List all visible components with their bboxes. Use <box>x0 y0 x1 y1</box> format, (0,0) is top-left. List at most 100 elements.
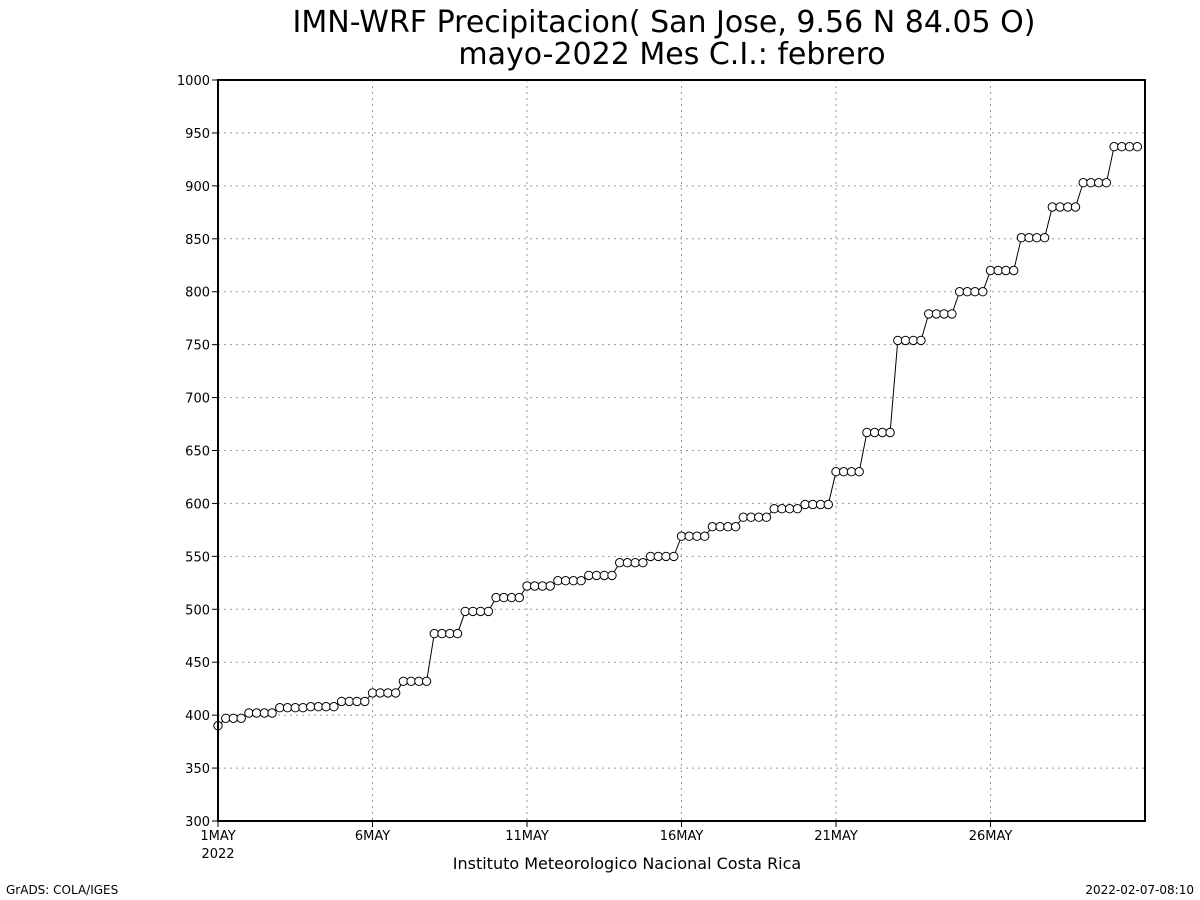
data-point <box>877 427 888 438</box>
data-point <box>645 551 656 562</box>
data-point <box>615 558 625 568</box>
data-point <box>321 702 331 712</box>
y-tick-label: 800 <box>185 286 210 301</box>
data-point <box>421 676 432 686</box>
data-point <box>669 551 679 562</box>
data-point <box>769 504 779 514</box>
y-tick-label: 400 <box>185 709 210 724</box>
data-point <box>1009 265 1019 276</box>
data-point <box>846 467 857 477</box>
data-point <box>290 703 300 713</box>
data-point <box>792 504 803 514</box>
data-point <box>839 467 849 477</box>
data-point <box>607 570 617 581</box>
data-point <box>367 688 378 698</box>
data-point <box>916 335 926 346</box>
data-point <box>993 265 1003 276</box>
data-point <box>723 522 733 532</box>
chart-subtitle: mayo-2022 Mes C.I.: febrero <box>458 37 885 72</box>
data-point <box>700 531 710 541</box>
data-point <box>259 708 270 718</box>
data-point <box>445 628 455 639</box>
data-point <box>522 581 532 591</box>
x-tick-label: 1MAY <box>200 829 235 844</box>
data-point <box>414 676 424 686</box>
data-point <box>251 708 262 718</box>
data-point <box>344 696 354 707</box>
credit-label: Instituto Meteorologico Nacional Costa R… <box>453 854 801 873</box>
y-tick-label: 900 <box>185 180 210 195</box>
y-tick-label: 500 <box>185 603 210 618</box>
x-tick-label: 16MAY <box>660 829 704 844</box>
data-point <box>545 581 555 591</box>
data-point <box>754 512 764 522</box>
data-point <box>267 708 277 718</box>
data-point <box>329 702 339 712</box>
data-point <box>298 703 308 713</box>
data-point <box>630 558 640 568</box>
data-point <box>591 570 602 581</box>
data-point <box>777 504 787 514</box>
data-point <box>530 581 540 591</box>
data-point <box>468 606 478 617</box>
y-tick-label: 350 <box>185 762 210 777</box>
data-point <box>1124 142 1135 152</box>
data-point <box>236 713 246 723</box>
x-axis: 1MAY 6MAY 11MAY 16MAY 21MAY 26MAY <box>200 821 1012 844</box>
data-point <box>228 713 239 723</box>
data-point <box>1001 265 1011 276</box>
data-point <box>506 592 517 603</box>
data-point <box>460 606 470 617</box>
chart-title: IMN-WRF Precipitacion( San Jose, 9.56 N … <box>293 5 1036 40</box>
data-point <box>692 531 702 541</box>
data-point <box>715 522 725 532</box>
y-tick-label: 700 <box>185 392 210 407</box>
data-point <box>406 676 416 686</box>
data-point <box>962 287 972 297</box>
data-point <box>784 504 795 514</box>
footer-right: 2022-02-07-08:10 <box>1085 883 1194 897</box>
data-point <box>900 335 911 346</box>
data-point <box>893 335 903 346</box>
data-point <box>352 696 362 707</box>
data-point <box>831 467 841 477</box>
x-tick-label: 21MAY <box>814 829 858 844</box>
data-point <box>568 576 579 586</box>
data-point <box>622 558 633 568</box>
y-tick-label: 850 <box>185 233 210 248</box>
data-point <box>1016 233 1027 243</box>
x-tick-label: 6MAY <box>355 829 390 844</box>
data-point <box>244 708 254 718</box>
data-point <box>1101 178 1112 188</box>
data-point <box>1047 202 1058 212</box>
data-point <box>730 522 741 532</box>
data-point <box>985 265 996 276</box>
y-tick-label: 1000 <box>177 74 210 89</box>
series-line <box>217 146 1138 727</box>
data-point <box>599 570 609 581</box>
data-point <box>221 713 231 723</box>
data-point <box>1032 233 1042 243</box>
data-point <box>360 696 370 707</box>
data-point <box>954 287 965 297</box>
grid-lines <box>218 80 1145 821</box>
y-tick-label: 450 <box>185 656 210 671</box>
data-point <box>1063 202 1073 212</box>
data-point <box>684 531 694 541</box>
data-point <box>908 335 918 346</box>
data-point <box>869 427 880 438</box>
data-point <box>823 499 833 510</box>
data-point <box>746 512 756 522</box>
plot-frame <box>217 79 1146 822</box>
data-point <box>1078 178 1088 188</box>
data-point <box>653 551 663 562</box>
data-point <box>1109 142 1119 152</box>
data-point <box>638 558 648 568</box>
data-point <box>375 688 385 698</box>
data-point <box>854 467 864 477</box>
data-point <box>306 702 316 712</box>
series-precipitation <box>213 142 1143 731</box>
data-point <box>475 606 486 617</box>
data-point <box>560 576 571 586</box>
footer-left: GrADS: COLA/IGES <box>6 883 118 897</box>
